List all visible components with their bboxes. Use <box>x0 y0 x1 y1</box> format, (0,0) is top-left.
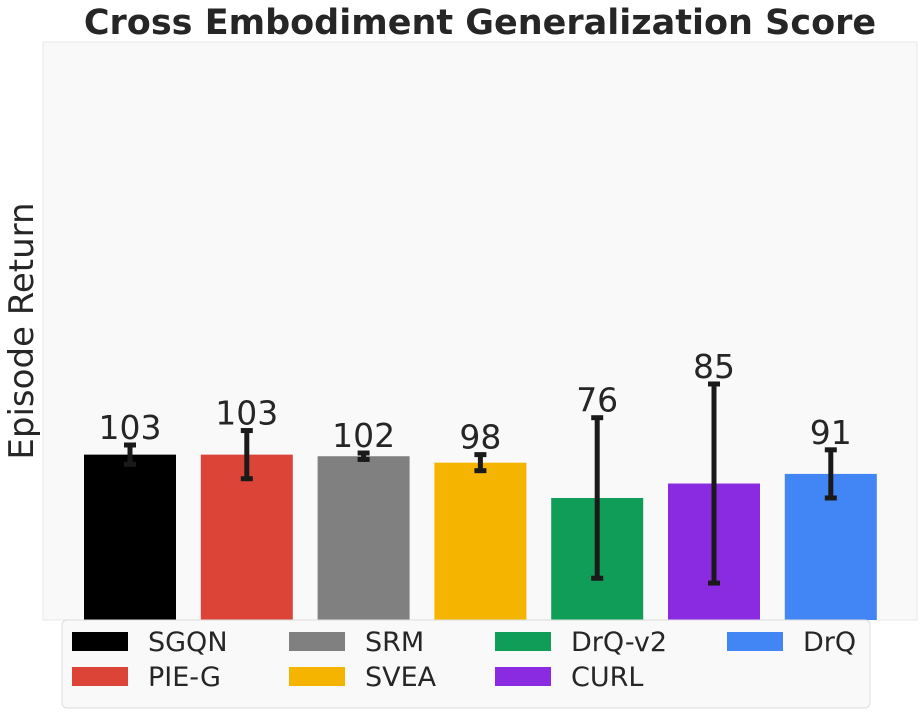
legend-swatch-pie-g <box>72 667 128 686</box>
legend-label-drq-v2: DrQ-v2 <box>571 627 667 658</box>
legend-item-curl: CURL <box>495 662 643 693</box>
value-label-drq-v2: 76 <box>576 381 618 420</box>
bar-svea <box>434 462 527 620</box>
legend-item-pie-g: PIE-G <box>72 662 221 693</box>
legend-swatch-drq-v2 <box>495 632 551 651</box>
legend-item-drq-v2: DrQ-v2 <box>495 627 667 658</box>
legend-label-sgqn: SGQN <box>148 627 228 658</box>
bar-srm <box>317 456 410 620</box>
legend-swatch-svea <box>289 667 345 686</box>
value-label-svea: 98 <box>459 418 501 457</box>
error-bar-drq-v2 <box>591 415 604 581</box>
legend-label-curl: CURL <box>571 662 643 693</box>
legend-item-svea: SVEA <box>289 662 437 693</box>
legend-item-srm: SRM <box>289 627 424 658</box>
legend-label-drq: DrQ <box>803 627 856 658</box>
legend-label-svea: SVEA <box>365 662 437 693</box>
value-labels-group: 103 103 102 98 76 85 91 <box>99 347 852 457</box>
legend-swatch-curl <box>495 667 551 686</box>
error-bar-pie-g <box>240 428 253 482</box>
error-bar-sgqn <box>124 442 136 467</box>
legend-swatch-srm <box>289 632 345 651</box>
error-bar-curl <box>708 381 720 586</box>
value-label-curl: 85 <box>693 347 735 386</box>
error-bar-svea <box>474 452 487 474</box>
bar-sgqn <box>84 454 176 620</box>
error-bar-srm <box>357 450 370 462</box>
value-label-srm: 102 <box>332 416 395 455</box>
y-axis-label: Episode Return <box>2 202 42 459</box>
legend-swatch-sgqn <box>72 632 128 651</box>
chart-title: Cross Embodiment Generalization Score <box>84 3 876 43</box>
legend-item-drq: DrQ <box>727 627 856 658</box>
legend: SGQN PIE-G SRM SVEA DrQ-v2 CURL DrQ <box>61 619 871 709</box>
value-label-pie-g: 103 <box>215 394 278 433</box>
error-bars-group <box>124 381 837 586</box>
legend-box <box>61 619 871 709</box>
legend-label-srm: SRM <box>365 627 424 658</box>
legend-item-sgqn: SGQN <box>72 627 228 658</box>
error-bar-drq <box>824 447 837 501</box>
value-label-sgqn: 103 <box>99 408 162 447</box>
legend-swatch-drq <box>727 632 783 651</box>
bar-pie-g <box>200 454 293 620</box>
legend-label-pie-g: PIE-G <box>148 662 221 693</box>
value-label-drq: 91 <box>810 413 852 452</box>
